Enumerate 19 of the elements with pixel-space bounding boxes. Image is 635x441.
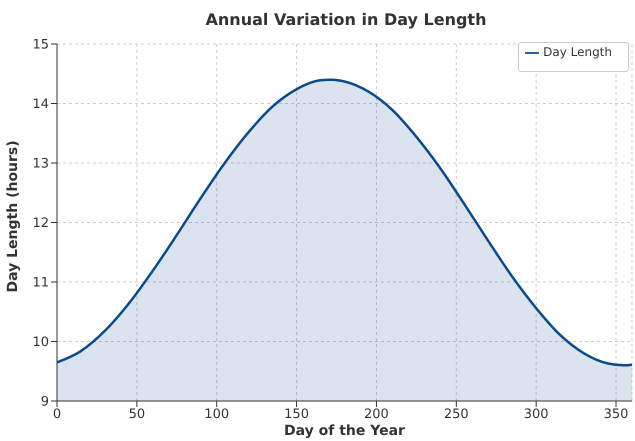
x-tick-label: 300	[524, 407, 549, 422]
y-tick-label: 9	[40, 394, 49, 410]
x-axis-title: Day of the Year	[284, 423, 406, 439]
y-tick-label: 13	[32, 156, 49, 172]
x-tick-label: 150	[284, 407, 309, 422]
y-tick-label: 14	[32, 97, 49, 112]
x-tick-label: 50	[128, 407, 146, 422]
x-tick-label: 350	[604, 407, 628, 422]
chart-title: Annual Variation in Day Length	[204, 10, 488, 29]
y-tick-label: 15	[32, 38, 49, 53]
y-tick-label: 10	[32, 335, 49, 350]
x-tick-label: 250	[444, 407, 469, 422]
x-tick-label: 100	[204, 407, 230, 422]
legend-label: Day Length	[543, 45, 612, 59]
x-tick-label: 200	[364, 407, 389, 422]
y-tick-label: 11	[32, 276, 49, 291]
y-axis-title: Day Length (hours)	[4, 140, 21, 292]
x-tick-label: 0	[52, 407, 62, 422]
y-tick-label: 12	[32, 216, 49, 232]
